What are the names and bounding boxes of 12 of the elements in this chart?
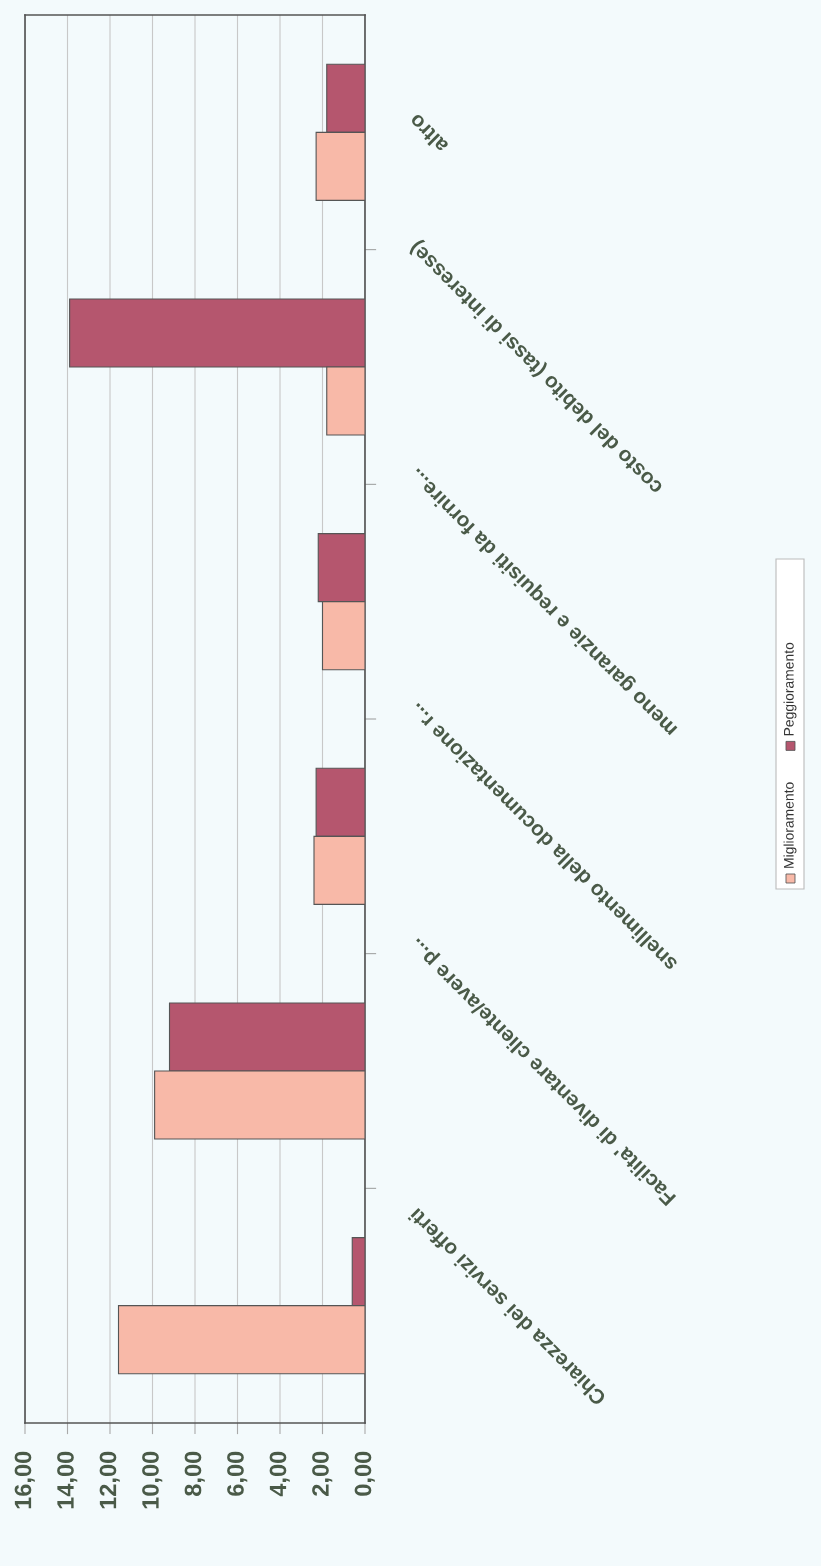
text: Miglioramento xyxy=(783,782,797,868)
x-tick-label: 12,00 xyxy=(99,1451,120,1509)
text: Peggioramento xyxy=(783,642,797,736)
x-tick-label: 16,00 xyxy=(14,1451,35,1509)
x-tick-label: 10,00 xyxy=(142,1451,163,1509)
y-tick-label: altro xyxy=(407,112,449,155)
x-tick-label: 6,00 xyxy=(227,1451,248,1496)
x-tick-label: 14,00 xyxy=(57,1451,78,1509)
x-tick-label: 2,00 xyxy=(312,1451,333,1496)
x-tick-label: 0,00 xyxy=(354,1451,375,1496)
x-tick-label: 8,00 xyxy=(184,1451,205,1496)
x-tick-label: 4,00 xyxy=(269,1451,290,1497)
